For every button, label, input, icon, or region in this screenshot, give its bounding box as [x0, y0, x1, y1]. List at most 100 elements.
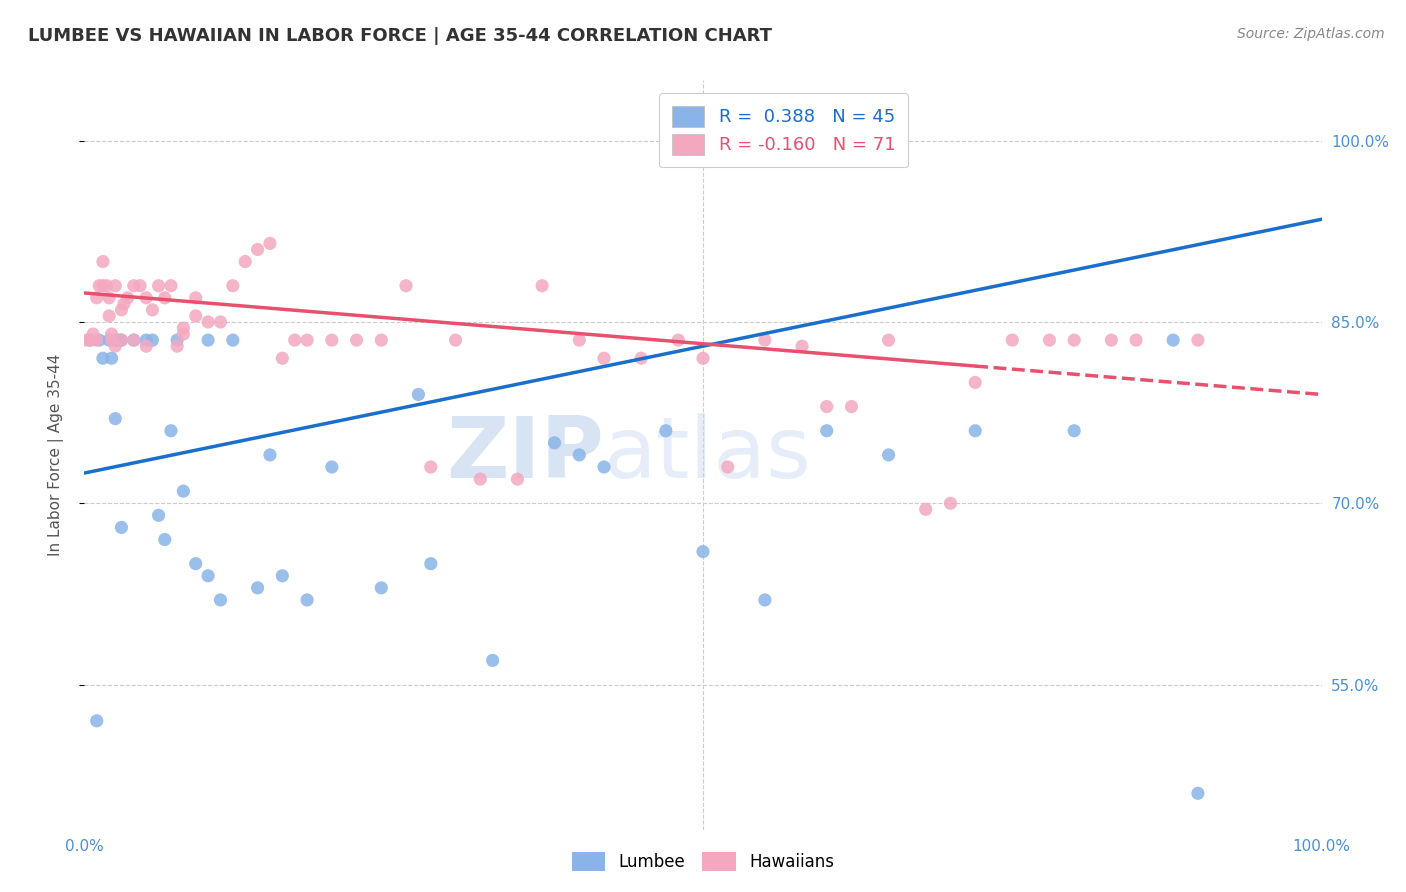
Point: [108, 333, 131, 347]
Point: [481, 653, 503, 667]
Point: [153, 291, 176, 305]
Point: [86, 333, 108, 347]
Point: [104, 333, 127, 347]
Point: [135, 333, 157, 347]
Point: [82, 327, 104, 342]
Point: [444, 333, 467, 347]
Point: [96, 278, 118, 293]
Point: [815, 424, 838, 438]
Point: [939, 496, 962, 510]
Text: ZIP: ZIP: [446, 413, 605, 497]
Point: [271, 351, 294, 366]
Point: [754, 593, 776, 607]
Point: [321, 460, 343, 475]
Point: [76, 333, 98, 347]
Y-axis label: In Labor Force | Age 35-44: In Labor Force | Age 35-44: [48, 354, 63, 556]
Point: [1063, 333, 1085, 347]
Point: [470, 472, 492, 486]
Point: [172, 484, 194, 499]
Point: [104, 339, 127, 353]
Point: [197, 333, 219, 347]
Point: [370, 581, 392, 595]
Point: [271, 568, 294, 582]
Point: [91, 254, 114, 268]
Point: [141, 302, 163, 317]
Point: [100, 333, 122, 347]
Point: [877, 448, 900, 462]
Point: [717, 460, 740, 475]
Point: [568, 333, 591, 347]
Point: [135, 339, 157, 353]
Point: [246, 243, 269, 257]
Point: [841, 400, 863, 414]
Point: [184, 309, 207, 323]
Point: [692, 544, 714, 558]
Point: [160, 424, 183, 438]
Point: [1187, 333, 1209, 347]
Point: [419, 460, 441, 475]
Point: [593, 351, 616, 366]
Point: [184, 291, 207, 305]
Point: [89, 278, 111, 293]
Point: [141, 333, 163, 347]
Point: [197, 315, 219, 329]
Point: [79, 333, 101, 347]
Point: [295, 333, 318, 347]
Point: [284, 333, 307, 347]
Point: [543, 435, 565, 450]
Point: [1001, 333, 1024, 347]
Point: [129, 278, 152, 293]
Point: [104, 278, 127, 293]
Point: [222, 278, 245, 293]
Point: [100, 327, 122, 342]
Point: [122, 333, 145, 347]
Point: [692, 351, 714, 366]
Point: [877, 333, 900, 347]
Point: [110, 302, 132, 317]
Point: [246, 581, 269, 595]
Point: [122, 278, 145, 293]
Text: atlas: atlas: [605, 413, 813, 497]
Point: [506, 472, 529, 486]
Point: [233, 254, 256, 268]
Point: [1161, 333, 1184, 347]
Point: [89, 333, 111, 347]
Point: [98, 291, 121, 305]
Point: [172, 327, 194, 342]
Point: [91, 278, 114, 293]
Point: [531, 278, 554, 293]
Point: [965, 424, 987, 438]
Legend: Lumbee, Hawaiians: Lumbee, Hawaiians: [564, 843, 842, 880]
Point: [79, 333, 101, 347]
Legend: R =  0.388   N = 45, R = -0.160   N = 71: R = 0.388 N = 45, R = -0.160 N = 71: [659, 93, 908, 168]
Point: [197, 568, 219, 582]
Point: [98, 333, 121, 347]
Point: [1187, 786, 1209, 800]
Point: [86, 714, 108, 728]
Point: [166, 339, 188, 353]
Point: [148, 278, 170, 293]
Point: [112, 297, 135, 311]
Point: [1125, 333, 1147, 347]
Point: [209, 593, 232, 607]
Point: [321, 333, 343, 347]
Point: [160, 278, 183, 293]
Point: [630, 351, 652, 366]
Point: [965, 376, 987, 390]
Point: [295, 593, 318, 607]
Point: [790, 339, 813, 353]
Point: [91, 351, 114, 366]
Point: [370, 333, 392, 347]
Point: [209, 315, 232, 329]
Point: [408, 387, 430, 401]
Text: Source: ZipAtlas.com: Source: ZipAtlas.com: [1237, 27, 1385, 41]
Point: [98, 309, 121, 323]
Point: [110, 333, 132, 347]
Point: [184, 557, 207, 571]
Point: [100, 351, 122, 366]
Point: [148, 508, 170, 523]
Text: LUMBEE VS HAWAIIAN IN LABOR FORCE | AGE 35-44 CORRELATION CHART: LUMBEE VS HAWAIIAN IN LABOR FORCE | AGE …: [28, 27, 772, 45]
Point: [1038, 333, 1060, 347]
Point: [568, 448, 591, 462]
Point: [395, 278, 418, 293]
